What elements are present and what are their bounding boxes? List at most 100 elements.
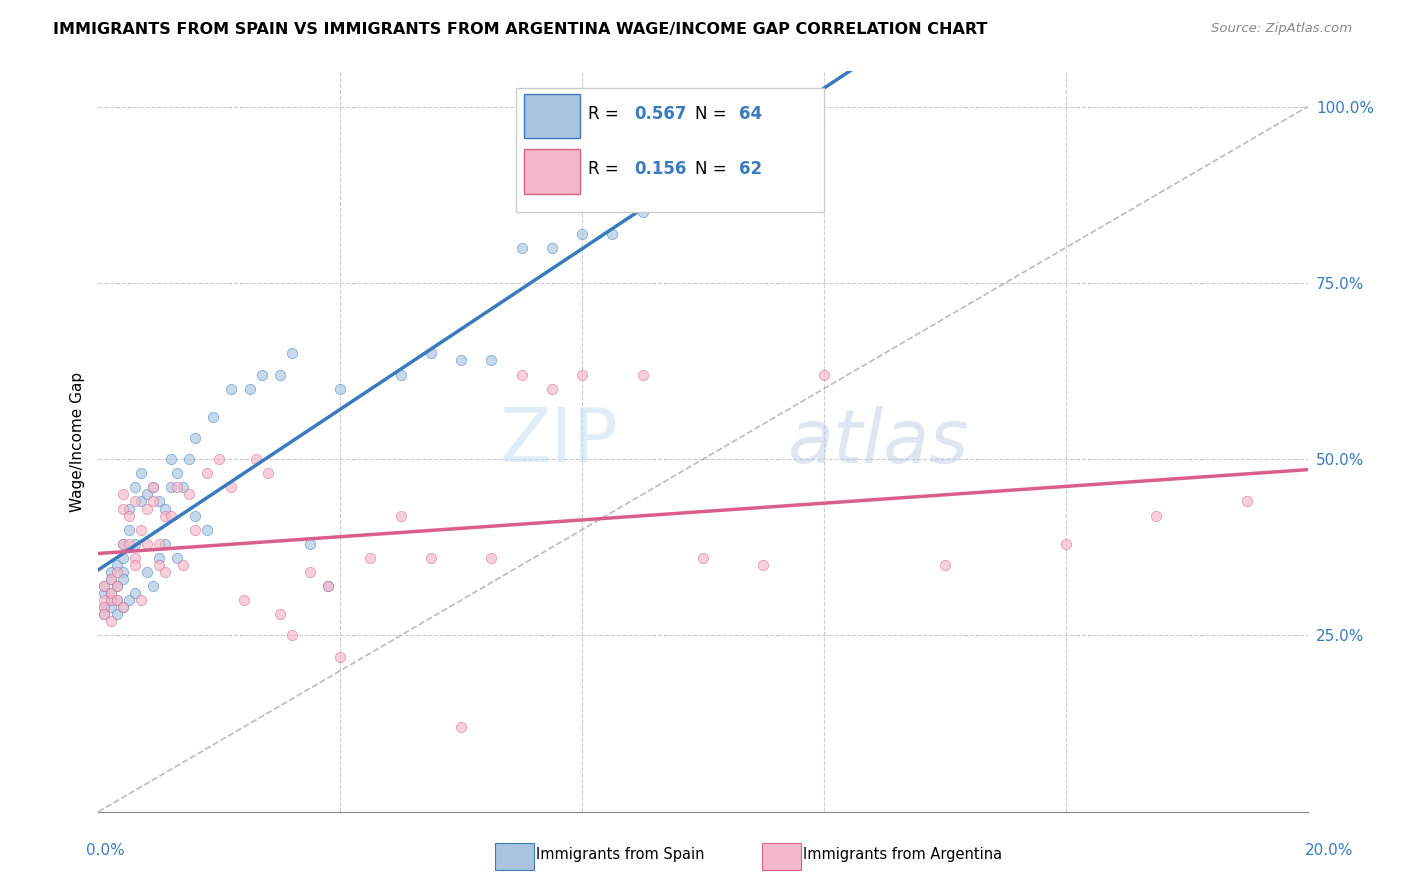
Point bbox=[111, 565, 134, 579]
Point bbox=[299, 537, 322, 551]
Point bbox=[692, 550, 714, 565]
Point bbox=[100, 586, 122, 600]
Point bbox=[389, 508, 412, 523]
Point bbox=[105, 593, 128, 607]
Point bbox=[510, 241, 533, 255]
Point bbox=[111, 600, 134, 615]
Text: ZIP: ZIP bbox=[499, 405, 619, 478]
Text: 0.156: 0.156 bbox=[634, 160, 686, 178]
Point bbox=[160, 508, 183, 523]
Point bbox=[93, 579, 115, 593]
Point bbox=[100, 593, 122, 607]
Point bbox=[153, 565, 176, 579]
Text: 0.567: 0.567 bbox=[634, 105, 686, 123]
Point bbox=[105, 558, 128, 572]
Point bbox=[124, 558, 146, 572]
Point bbox=[153, 508, 176, 523]
Text: 62: 62 bbox=[740, 160, 762, 178]
Point bbox=[142, 480, 165, 494]
Point bbox=[813, 368, 835, 382]
Point bbox=[179, 452, 201, 467]
Point bbox=[299, 565, 322, 579]
Point bbox=[100, 615, 122, 629]
Point bbox=[148, 537, 170, 551]
Point bbox=[245, 452, 267, 467]
Point bbox=[481, 550, 503, 565]
Point bbox=[420, 550, 443, 565]
Point bbox=[329, 382, 352, 396]
Point bbox=[148, 494, 170, 508]
Point bbox=[93, 593, 115, 607]
Text: N =: N = bbox=[695, 105, 731, 123]
Point bbox=[540, 241, 562, 255]
Point bbox=[316, 579, 339, 593]
Point bbox=[93, 607, 115, 622]
Point bbox=[256, 467, 278, 481]
Point bbox=[184, 508, 207, 523]
Text: 20.0%: 20.0% bbox=[1305, 843, 1353, 858]
Point bbox=[129, 494, 152, 508]
Point bbox=[172, 558, 194, 572]
Point bbox=[389, 368, 412, 382]
Point bbox=[752, 156, 775, 170]
Point bbox=[360, 550, 382, 565]
Point bbox=[100, 600, 122, 615]
Point bbox=[153, 537, 176, 551]
Point bbox=[450, 720, 472, 734]
Point bbox=[111, 572, 134, 586]
Point bbox=[111, 550, 134, 565]
Point bbox=[281, 628, 304, 642]
Point bbox=[111, 487, 134, 501]
Point bbox=[281, 346, 304, 360]
Point bbox=[166, 550, 188, 565]
Point bbox=[118, 593, 141, 607]
Point bbox=[602, 227, 624, 241]
Point bbox=[934, 558, 956, 572]
Point bbox=[631, 205, 654, 219]
Point bbox=[118, 501, 141, 516]
Point bbox=[571, 368, 593, 382]
Point bbox=[105, 579, 128, 593]
Point bbox=[692, 170, 714, 185]
Point bbox=[142, 480, 165, 494]
Point bbox=[661, 184, 683, 198]
Point bbox=[124, 480, 146, 494]
Point bbox=[124, 586, 146, 600]
Point bbox=[100, 572, 122, 586]
Y-axis label: Wage/Income Gap: Wage/Income Gap bbox=[69, 371, 84, 512]
Point bbox=[111, 537, 134, 551]
Point bbox=[135, 565, 157, 579]
Point bbox=[1054, 537, 1077, 551]
Point bbox=[105, 565, 128, 579]
Point bbox=[221, 480, 243, 494]
Point bbox=[129, 523, 152, 537]
Text: R =: R = bbox=[588, 160, 624, 178]
Point bbox=[631, 368, 654, 382]
Point bbox=[239, 382, 262, 396]
Point bbox=[510, 368, 533, 382]
Point bbox=[135, 501, 157, 516]
Point bbox=[111, 600, 134, 615]
Point bbox=[93, 600, 115, 615]
Point bbox=[142, 494, 165, 508]
Point bbox=[160, 452, 183, 467]
Point bbox=[118, 508, 141, 523]
Text: IMMIGRANTS FROM SPAIN VS IMMIGRANTS FROM ARGENTINA WAGE/INCOME GAP CORRELATION C: IMMIGRANTS FROM SPAIN VS IMMIGRANTS FROM… bbox=[53, 22, 988, 37]
Point bbox=[269, 607, 291, 622]
Point bbox=[571, 227, 593, 241]
Text: 0.0%: 0.0% bbox=[86, 843, 125, 858]
Point bbox=[118, 523, 141, 537]
Text: R =: R = bbox=[588, 105, 624, 123]
FancyBboxPatch shape bbox=[524, 149, 579, 194]
Point bbox=[124, 494, 146, 508]
Point bbox=[124, 537, 146, 551]
Point bbox=[100, 593, 122, 607]
Point bbox=[160, 480, 183, 494]
Point bbox=[172, 480, 194, 494]
Point bbox=[124, 550, 146, 565]
Point bbox=[129, 467, 152, 481]
Point bbox=[148, 558, 170, 572]
Point bbox=[450, 353, 472, 368]
Point bbox=[1144, 508, 1167, 523]
Point bbox=[420, 346, 443, 360]
